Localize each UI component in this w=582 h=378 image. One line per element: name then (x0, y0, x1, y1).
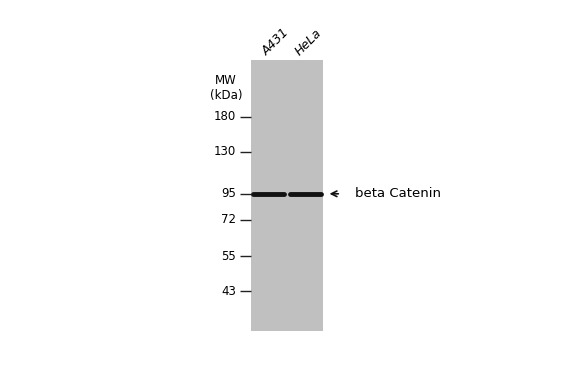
Text: 72: 72 (221, 214, 236, 226)
Text: 43: 43 (221, 285, 236, 298)
Text: 95: 95 (221, 187, 236, 200)
Text: 180: 180 (214, 110, 236, 123)
Bar (251, 60, 323, 331)
Text: HeLa: HeLa (293, 27, 324, 59)
Text: 55: 55 (221, 250, 236, 263)
Text: A431: A431 (260, 26, 292, 59)
Text: 130: 130 (214, 145, 236, 158)
Text: MW
(kDa): MW (kDa) (210, 74, 242, 102)
Text: beta Catenin: beta Catenin (354, 187, 441, 200)
